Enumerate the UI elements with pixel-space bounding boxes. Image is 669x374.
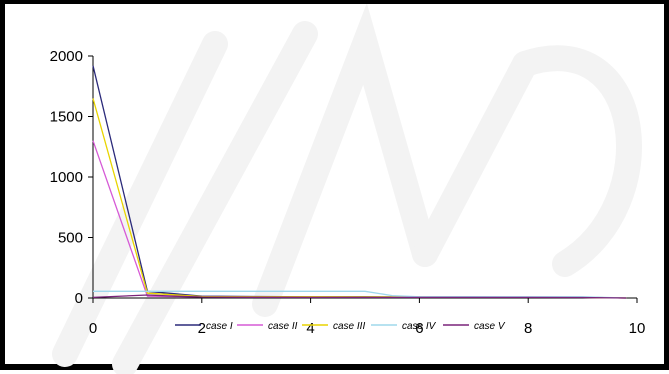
watermark-stroke bbox=[512, 45, 643, 277]
x-tick-label: 0 bbox=[89, 320, 97, 337]
x-tick-label: 8 bbox=[524, 320, 532, 337]
legend-label: case I bbox=[206, 321, 233, 332]
legend-label: case II bbox=[268, 321, 298, 332]
y-tick-label: 0 bbox=[75, 290, 83, 307]
series-line-case-v bbox=[92, 294, 627, 299]
legend-label: case IV bbox=[402, 321, 437, 332]
x-tick-label: 10 bbox=[629, 320, 646, 337]
y-tick-label: 1000 bbox=[50, 169, 83, 186]
y-tick-label: 500 bbox=[58, 230, 83, 247]
x-tick-label: 2 bbox=[198, 320, 206, 337]
x-tick-label: 4 bbox=[306, 320, 314, 337]
watermark-stroke bbox=[412, 51, 538, 267]
watermark-graphic bbox=[52, 4, 643, 374]
watermark-stroke bbox=[52, 31, 228, 367]
legend-label: case V bbox=[474, 321, 506, 332]
legend-label: case III bbox=[333, 321, 365, 332]
y-tick-label: 2000 bbox=[50, 48, 83, 65]
y-tick-label: 1500 bbox=[50, 109, 83, 126]
watermark-stroke bbox=[252, 4, 438, 317]
chart-axes: 0 500 1000 1500 2000 0 2 4 6 8 10 bbox=[50, 48, 646, 337]
chart-series-layer bbox=[92, 65, 627, 299]
watermark-stroke bbox=[112, 21, 318, 374]
x-tick-label: 6 bbox=[415, 320, 423, 337]
chart-legend: case I case II case III case IV case V bbox=[175, 321, 506, 332]
